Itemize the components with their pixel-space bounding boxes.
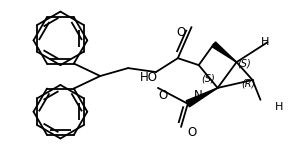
Text: (S): (S) bbox=[201, 74, 214, 84]
Text: O: O bbox=[158, 89, 168, 102]
Text: O: O bbox=[187, 126, 197, 139]
Text: (S): (S) bbox=[238, 58, 251, 68]
Text: H: H bbox=[275, 102, 284, 112]
Text: (R): (R) bbox=[241, 79, 256, 89]
Text: H: H bbox=[261, 37, 270, 47]
Polygon shape bbox=[186, 88, 218, 107]
Polygon shape bbox=[212, 42, 237, 62]
Text: N: N bbox=[194, 89, 203, 102]
Text: O: O bbox=[176, 26, 186, 39]
Text: HO: HO bbox=[140, 71, 158, 85]
